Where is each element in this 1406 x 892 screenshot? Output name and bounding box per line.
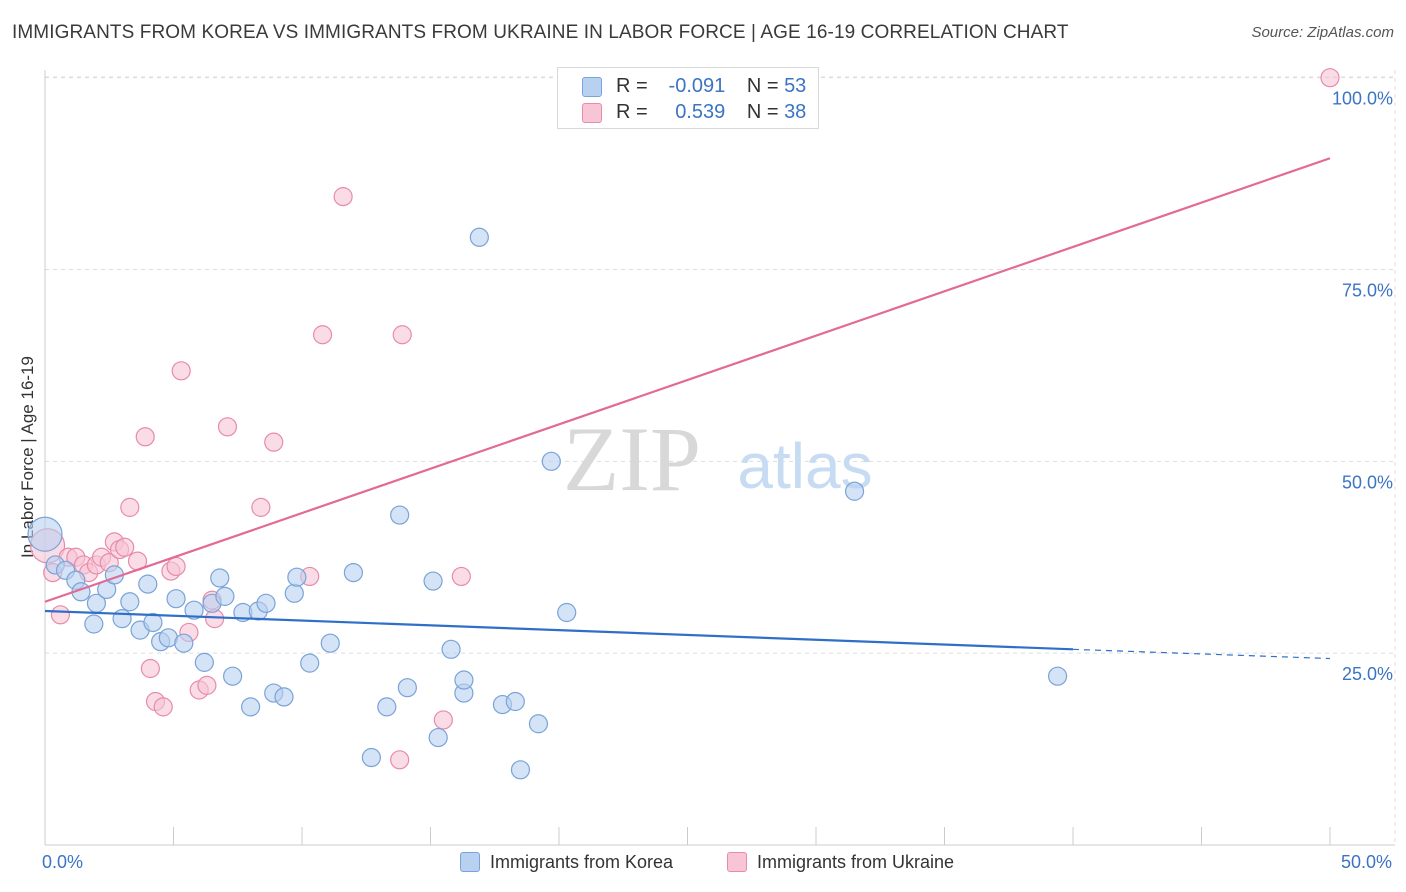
ukraine-point-36 xyxy=(451,566,471,587)
axes xyxy=(44,70,1395,846)
korea-point-18 xyxy=(184,600,204,620)
korea-point-40 xyxy=(428,727,448,748)
ukraine-point-20 xyxy=(166,556,186,577)
korea-point-23 xyxy=(223,666,243,686)
korea-point-34 xyxy=(343,562,363,583)
ukraine-point-28 xyxy=(251,497,271,517)
korea-point-51 xyxy=(844,481,865,501)
korea-n-value: 53 xyxy=(784,75,807,97)
korea-point-37 xyxy=(390,505,410,525)
korea-point-5 xyxy=(84,614,104,634)
korea-point-29 xyxy=(274,687,294,707)
chart-title: IMMIGRANTS FROM KOREA VS IMMIGRANTS FROM… xyxy=(12,22,1069,43)
korea-r-label: R = xyxy=(616,75,648,97)
x-tick-max: 50.0% xyxy=(1340,852,1392,872)
korea-trend-extension xyxy=(1072,648,1331,660)
korea-point-16 xyxy=(166,589,186,609)
korea-trend-line xyxy=(44,609,1074,651)
ukraine-swatch xyxy=(582,103,602,123)
ukraine-point-32 xyxy=(333,187,353,207)
ukraine-point-16 xyxy=(140,658,160,679)
bottom-legend-ukraine: Immigrants from Ukraine xyxy=(727,852,954,873)
ukraine-point-34 xyxy=(392,325,412,345)
korea-n-label: N = xyxy=(746,75,779,97)
korea-point-52 xyxy=(1047,666,1068,686)
korea-point-9 xyxy=(112,609,132,629)
korea-point-47 xyxy=(510,760,531,780)
ukraine-point-21 xyxy=(171,361,191,381)
ukraine-point-13 xyxy=(120,497,140,517)
ukraine-point-29 xyxy=(264,432,284,452)
trend-lines xyxy=(44,157,1331,660)
ukraine-point-33 xyxy=(390,750,410,770)
korea-point-31 xyxy=(287,567,307,587)
korea-legend-label: Immigrants from Korea xyxy=(490,852,674,872)
source-credit: Source: ZipAtlas.com xyxy=(1251,24,1394,41)
korea-point-17 xyxy=(174,633,194,653)
y-tick-labels: 25.0% 50.0% 75.0% 100.0% xyxy=(1332,89,1393,684)
ukraine-n-label: N = xyxy=(746,101,779,123)
ukraine-trend-line xyxy=(44,157,1331,603)
ukraine-r-value: 0.539 xyxy=(675,101,726,123)
ukraine-point-2 xyxy=(50,605,71,625)
korea-point-44 xyxy=(469,227,489,247)
korea-point-41 xyxy=(441,639,461,659)
watermark: ZIP atlas xyxy=(563,408,873,510)
korea-swatch xyxy=(582,77,602,97)
korea-point-19 xyxy=(194,652,214,672)
watermark-zip: ZIP xyxy=(563,408,701,510)
korea-point-48 xyxy=(528,714,549,734)
ukraine-legend-label: Immigrants from Ukraine xyxy=(757,852,955,872)
korea-points xyxy=(27,227,1068,780)
y-tick-label-1: 50.0% xyxy=(1342,472,1393,492)
korea-point-25 xyxy=(241,697,261,717)
ukraine-points xyxy=(29,68,1340,770)
korea-point-0 xyxy=(27,516,63,552)
korea-point-35 xyxy=(361,747,381,768)
korea-point-30 xyxy=(284,583,304,603)
korea-point-21 xyxy=(210,568,230,588)
y-tick-label-3: 100.0% xyxy=(1332,89,1393,109)
korea-legend-swatch xyxy=(460,852,480,872)
x-tick-min: 0.0% xyxy=(42,852,84,872)
korea-point-36 xyxy=(377,697,397,717)
bottom-legend-korea: Immigrants from Korea xyxy=(460,852,673,873)
ukraine-point-37 xyxy=(1320,68,1340,88)
korea-point-13 xyxy=(143,612,163,633)
korea-point-49 xyxy=(541,451,561,471)
korea-point-33 xyxy=(320,633,340,653)
korea-point-22 xyxy=(215,586,235,606)
ukraine-point-27 xyxy=(217,417,238,437)
y-tick-label-2: 75.0% xyxy=(1342,281,1393,301)
korea-point-50 xyxy=(557,602,577,623)
correlation-legend: R = -0.091 N = 53 R = 0.539 N = 38 xyxy=(557,67,819,129)
grid xyxy=(45,70,1396,845)
korea-point-32 xyxy=(300,653,320,673)
ukraine-n-value: 38 xyxy=(784,101,807,123)
korea-point-27 xyxy=(256,593,276,613)
korea-point-43 xyxy=(454,670,474,690)
korea-point-46 xyxy=(505,691,525,712)
ukraine-point-15 xyxy=(135,427,155,447)
korea-point-10 xyxy=(120,592,140,612)
ukraine-point-24 xyxy=(197,675,217,695)
ukraine-point-31 xyxy=(312,325,333,345)
ukraine-point-18 xyxy=(153,697,173,717)
korea-point-12 xyxy=(138,574,158,594)
ukraine-r-label: R = xyxy=(616,101,648,123)
ukraine-point-12 xyxy=(115,537,135,557)
ukraine-legend-swatch xyxy=(727,852,747,872)
korea-r-value: -0.091 xyxy=(668,75,726,97)
y-tick-label-0: 25.0% xyxy=(1342,664,1393,684)
korea-point-39 xyxy=(423,571,443,591)
korea-point-38 xyxy=(397,678,417,698)
ukraine-point-35 xyxy=(433,710,453,730)
